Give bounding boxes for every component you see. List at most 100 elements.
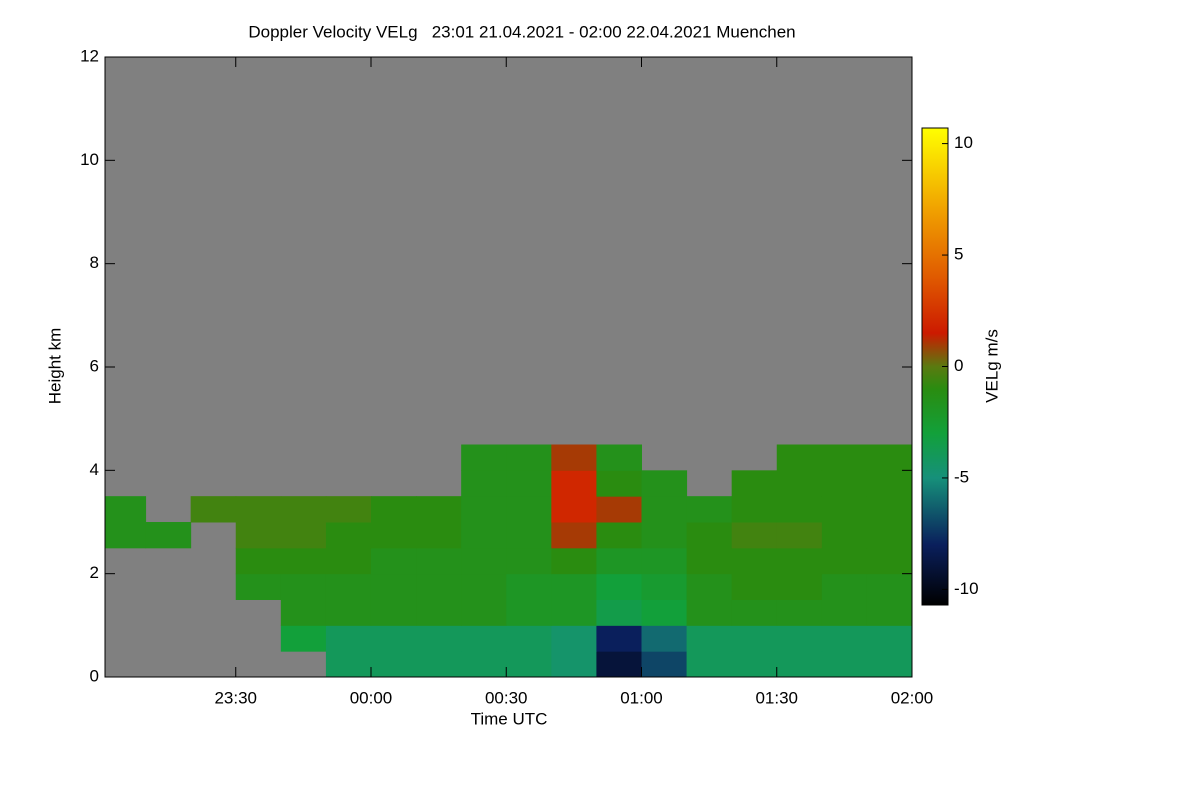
chart-title: Doppler Velocity VELg 23:01 21.04.2021 -… bbox=[248, 22, 795, 41]
heatmap-cell bbox=[325, 573, 372, 600]
heatmap-cell bbox=[686, 496, 733, 523]
heatmap-cell bbox=[551, 470, 597, 497]
heatmap-cell bbox=[370, 573, 417, 600]
heatmap-cell bbox=[596, 522, 642, 549]
heatmap-cell bbox=[641, 470, 688, 497]
y-tick-label: 4 bbox=[90, 460, 99, 479]
heatmap-cell bbox=[551, 599, 597, 626]
heatmap-cell bbox=[506, 444, 552, 471]
heatmap-cell bbox=[235, 573, 282, 600]
heatmap-cell bbox=[731, 625, 778, 652]
heatmap-cell bbox=[731, 573, 778, 600]
heatmap-cell bbox=[280, 522, 327, 549]
heatmap-cell bbox=[641, 496, 688, 523]
heatmap-cell bbox=[776, 496, 823, 523]
colorbar-tick-label: -5 bbox=[954, 467, 969, 486]
heatmap-cell bbox=[551, 444, 597, 471]
heatmap-cell bbox=[551, 651, 597, 677]
heatmap-cell bbox=[686, 573, 733, 600]
heatmap-cell bbox=[776, 651, 823, 677]
heatmap-cell bbox=[190, 496, 237, 523]
heatmap-cell bbox=[821, 470, 868, 497]
heatmap-cell bbox=[506, 573, 552, 600]
heatmap-cell bbox=[551, 573, 597, 600]
heatmap-cell bbox=[461, 547, 507, 575]
heatmap-cell bbox=[280, 573, 327, 600]
heatmap-cell bbox=[461, 573, 507, 600]
heatmap-cell bbox=[776, 599, 823, 626]
heatmap-cell bbox=[105, 522, 147, 549]
heatmap-cell bbox=[776, 547, 823, 575]
heatmap-cell bbox=[325, 651, 372, 677]
heatmap-cell bbox=[280, 547, 327, 575]
heatmap-cell bbox=[731, 496, 778, 523]
heatmap-cell bbox=[506, 470, 552, 497]
heatmap-cell bbox=[461, 522, 507, 549]
heatmap-cell bbox=[641, 625, 688, 652]
heatmap-cell bbox=[370, 547, 417, 575]
heatmap-cell bbox=[686, 599, 733, 626]
heatmap-cell bbox=[776, 625, 823, 652]
heatmap-cell bbox=[145, 522, 192, 549]
heatmap-cell bbox=[686, 625, 733, 652]
colorbar-label: VELg m/s bbox=[982, 329, 1001, 403]
heatmap-cell bbox=[686, 547, 733, 575]
heatmap-cell bbox=[370, 599, 417, 626]
heatmap-cell bbox=[641, 651, 688, 677]
heatmap-cell bbox=[731, 522, 778, 549]
heatmap-cell bbox=[551, 496, 597, 523]
heatmap-cell bbox=[235, 496, 282, 523]
heatmap-cell bbox=[461, 470, 507, 497]
colorbar-tick-label: -10 bbox=[954, 579, 979, 598]
heatmap-cell bbox=[551, 625, 597, 652]
heatmap-cell bbox=[416, 599, 462, 626]
heatmap-cell bbox=[325, 496, 372, 523]
x-axis-label: Time UTC bbox=[471, 709, 548, 728]
heatmap-cell bbox=[416, 625, 462, 652]
heatmap bbox=[105, 444, 912, 677]
x-tick-label: 00:00 bbox=[350, 688, 393, 707]
heatmap-cell bbox=[821, 496, 868, 523]
heatmap-cell bbox=[325, 547, 372, 575]
heatmap-cell bbox=[731, 470, 778, 497]
heatmap-cell bbox=[506, 547, 552, 575]
x-tick-label: 01:00 bbox=[620, 688, 663, 707]
heatmap-cell bbox=[506, 599, 552, 626]
heatmap-cell bbox=[416, 547, 462, 575]
heatmap-cell bbox=[866, 522, 912, 549]
x-tick-label: 02:00 bbox=[891, 688, 934, 707]
heatmap-cell bbox=[641, 547, 688, 575]
heatmap-cell bbox=[821, 625, 868, 652]
heatmap-cell bbox=[370, 522, 417, 549]
heatmap-cell bbox=[821, 573, 868, 600]
heatmap-cell bbox=[641, 573, 688, 600]
heatmap-cell bbox=[280, 599, 327, 626]
heatmap-cell bbox=[776, 573, 823, 600]
heatmap-cell bbox=[506, 651, 552, 677]
y-tick-label: 2 bbox=[90, 563, 99, 582]
heatmap-cell bbox=[325, 599, 372, 626]
heatmap-cell bbox=[235, 547, 282, 575]
heatmap-cell bbox=[641, 522, 688, 549]
heatmap-cell bbox=[731, 651, 778, 677]
heatmap-cell bbox=[776, 522, 823, 549]
heatmap-cell bbox=[866, 599, 912, 626]
heatmap-cell bbox=[325, 522, 372, 549]
heatmap-cell bbox=[416, 651, 462, 677]
heatmap-cell bbox=[866, 573, 912, 600]
heatmap-cell bbox=[280, 496, 327, 523]
heatmap-cell bbox=[596, 573, 642, 600]
heatmap-cell bbox=[596, 496, 642, 523]
heatmap-cell bbox=[731, 599, 778, 626]
heatmap-cell bbox=[866, 547, 912, 575]
heatmap-cell bbox=[416, 496, 462, 523]
x-tick-label: 01:30 bbox=[755, 688, 798, 707]
heatmap-cell bbox=[866, 651, 912, 677]
heatmap-cell bbox=[506, 625, 552, 652]
heatmap-cell bbox=[686, 522, 733, 549]
heatmap-cell bbox=[821, 547, 868, 575]
heatmap-cell bbox=[821, 522, 868, 549]
heatmap-cell bbox=[596, 547, 642, 575]
y-tick-label: 10 bbox=[80, 150, 99, 169]
y-axis-label: Height km bbox=[45, 328, 64, 405]
